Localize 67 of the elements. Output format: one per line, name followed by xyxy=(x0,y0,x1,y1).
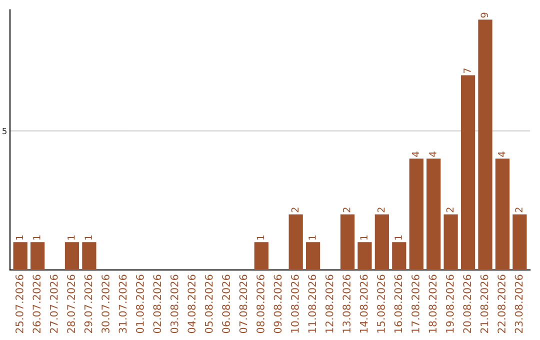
x-tick-label: 28.07.2026 xyxy=(67,274,75,334)
data-label: 2 xyxy=(446,208,454,212)
data-label: 1 xyxy=(33,235,40,240)
bar xyxy=(64,242,80,270)
x-tick-label: 18.08.2026 xyxy=(428,274,437,333)
data-label: 1 xyxy=(360,235,368,240)
bar xyxy=(288,214,303,270)
data-label: 2 xyxy=(377,208,385,212)
data-label: 2 xyxy=(515,208,522,212)
x-tick-label: 08.08.2026 xyxy=(256,274,264,334)
bar xyxy=(495,158,510,270)
data-label: 4 xyxy=(429,152,436,157)
bar xyxy=(444,214,458,270)
x-tick-label: 01.08.2026 xyxy=(136,274,144,334)
bar xyxy=(512,214,527,270)
x-tick-label: 22.08.2026 xyxy=(498,274,506,334)
x-tick-label: 11.08.2026 xyxy=(308,274,316,333)
bar xyxy=(409,158,424,270)
data-label: 1 xyxy=(308,235,316,240)
x-tick-label: 27.07.2026 xyxy=(50,274,58,334)
x-tick-label: 20.08.2026 xyxy=(463,274,472,334)
bar xyxy=(306,242,320,270)
x-tick-label: 21.08.2026 xyxy=(480,274,488,334)
x-tick-label: 29.07.2026 xyxy=(84,274,92,334)
bar xyxy=(254,242,268,270)
x-tick-label: 17.08.2026 xyxy=(412,274,420,333)
bar xyxy=(13,242,28,270)
bar xyxy=(392,242,406,270)
bar xyxy=(30,242,45,270)
x-tick-label: 04.08.2026 xyxy=(188,274,196,334)
bar xyxy=(82,242,96,270)
data-label: 7 xyxy=(464,68,471,74)
x-tick-label: 14.08.2026 xyxy=(360,274,368,333)
x-tick-label: 03.08.2026 xyxy=(170,274,178,334)
x-tick-label: 10.08.2026 xyxy=(290,274,299,333)
data-label: 1 xyxy=(68,235,75,240)
data-label: 2 xyxy=(291,208,299,212)
x-tick-label: 13.08.2026 xyxy=(342,274,351,333)
y-tick-label: 5 xyxy=(2,128,6,134)
data-label: 1 xyxy=(16,235,24,240)
x-tick-label: 25.07.2026 xyxy=(15,274,24,334)
x-tick-label: 05.08.2026 xyxy=(204,274,213,334)
data-label: 1 xyxy=(84,235,92,240)
x-tick-label: 23.08.2026 xyxy=(514,274,523,334)
x-tick-label: 09.08.2026 xyxy=(274,274,282,334)
bar xyxy=(374,214,389,270)
x-tick-label: 12.08.2026 xyxy=(325,274,334,333)
bar xyxy=(478,20,492,270)
bar xyxy=(340,214,355,270)
data-label: 4 xyxy=(412,152,420,157)
x-tick-label: 30.07.2026 xyxy=(102,274,110,333)
data-label: 9 xyxy=(480,12,488,18)
x-tick-label: 16.08.2026 xyxy=(394,274,402,333)
data-label: 1 xyxy=(394,235,402,240)
x-tick-label: 19.08.2026 xyxy=(446,274,454,333)
x-tick-label: 07.08.2026 xyxy=(239,274,248,334)
x-tick-label: 02.08.2026 xyxy=(153,274,162,334)
x-tick-label: 26.07.2026 xyxy=(32,274,41,334)
bar xyxy=(358,242,372,270)
data-label: 4 xyxy=(498,152,506,157)
data-label: 1 xyxy=(256,235,264,240)
x-tick-label: 31.07.2026 xyxy=(118,274,127,333)
x-tick-label: 15.08.2026 xyxy=(377,274,385,333)
x-tick-label: 06.08.2026 xyxy=(222,274,230,334)
data-label: 2 xyxy=(342,208,350,212)
bar xyxy=(426,158,441,270)
bar xyxy=(460,75,476,270)
